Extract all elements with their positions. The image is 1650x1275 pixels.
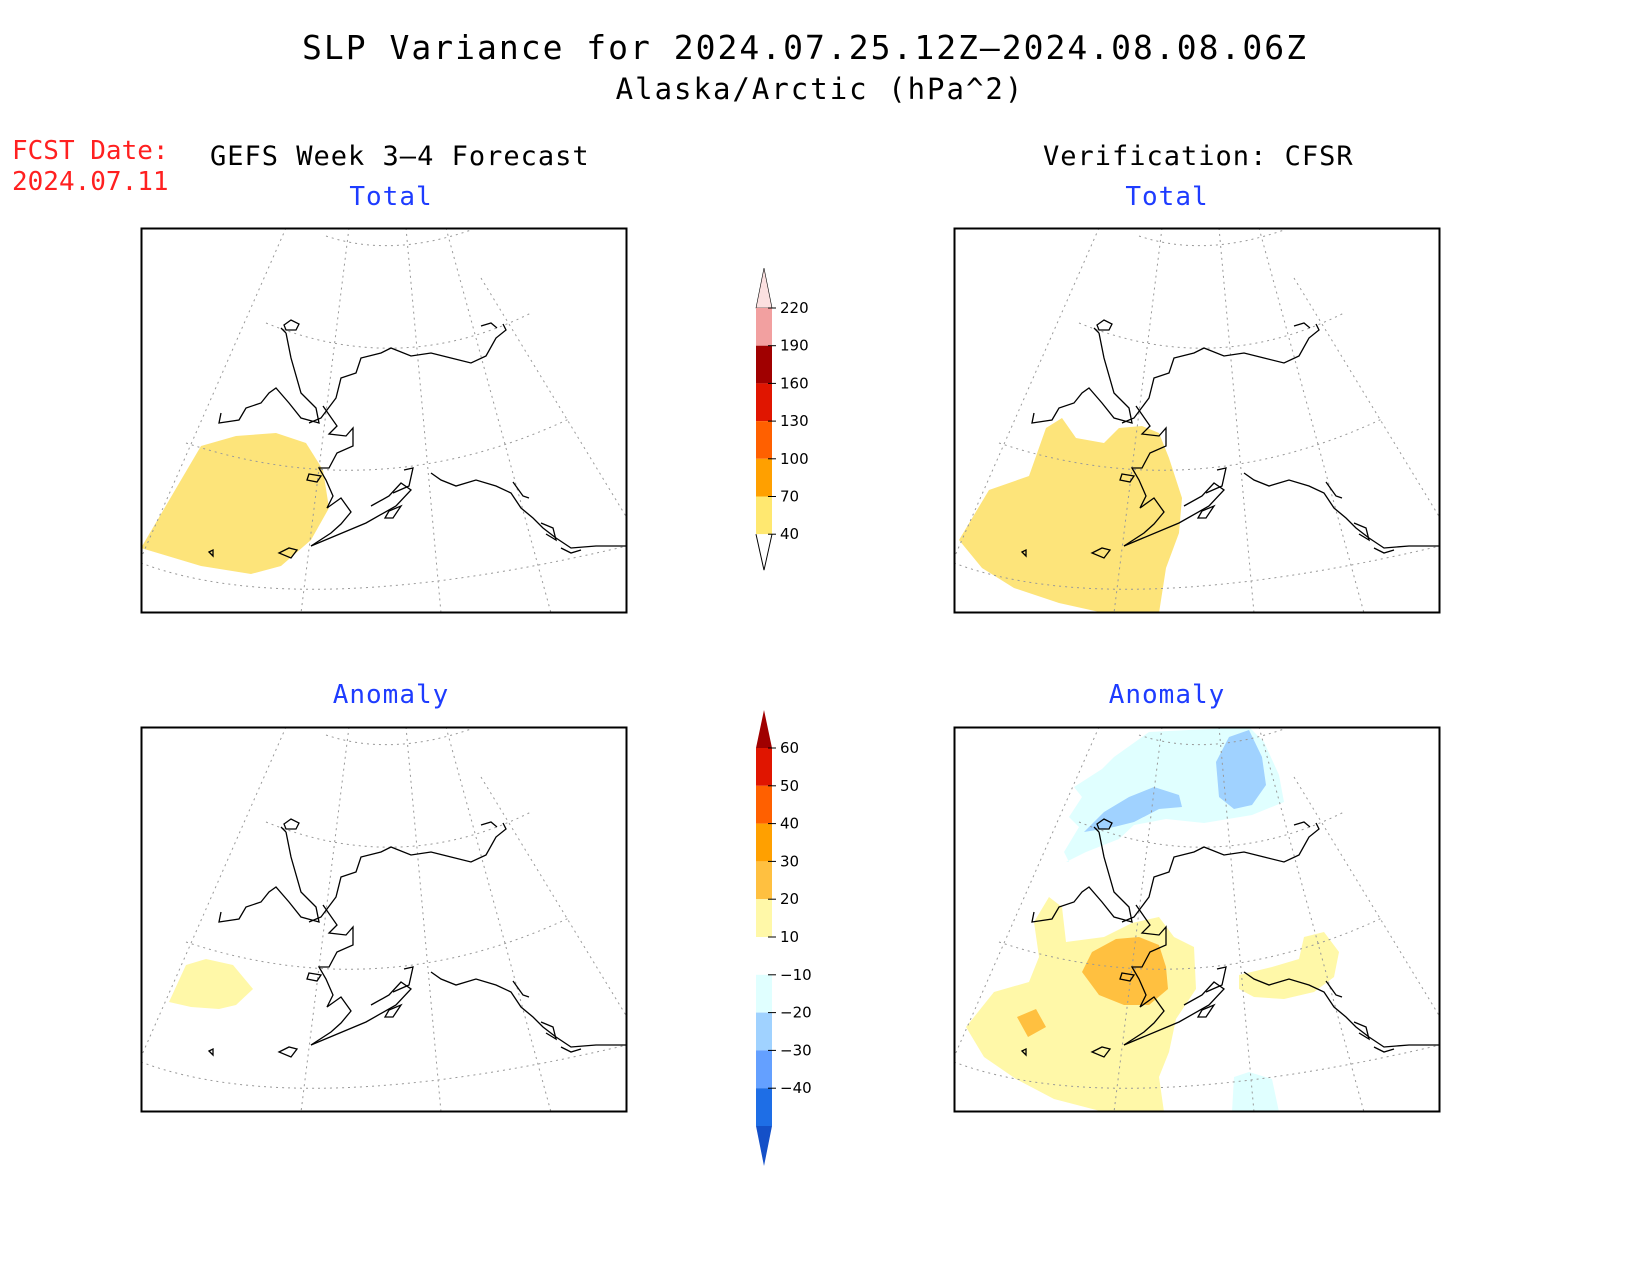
verification-column-header: Verification: CFSR (1043, 141, 1354, 172)
anomaly-colorbar-label: −40 (780, 1079, 812, 1097)
total-colorbar-cap-top (755, 267, 773, 309)
anomaly-colorbar-box (756, 748, 772, 786)
total-colorbar-label: 160 (780, 374, 809, 392)
anomaly-colorbar-label: −30 (780, 1041, 812, 1059)
forecast-anomaly-subtitle: Anomaly (332, 680, 450, 710)
total-colorbar-box (756, 308, 772, 346)
anomaly-colorbar-label: 40 (780, 815, 799, 833)
verification-anomaly-pos-10-20 (966, 897, 1196, 1112)
anomaly-colorbar-cap-bottom (756, 1126, 772, 1166)
anomaly-colorbar-label: 10 (780, 928, 799, 946)
total-colorbar-label: 220 (780, 299, 809, 317)
total-colorbar: 220 190 160 130 100 70 40 (755, 267, 809, 571)
forecast-anomaly-frame (140, 726, 628, 1113)
total-colorbar-label: 100 (780, 450, 809, 468)
verification-anomaly-subtitle: Anomaly (1108, 680, 1226, 710)
anomaly-colorbar-box (756, 785, 772, 824)
verification-anomaly-map (953, 726, 1441, 1113)
verification-anomaly-pos-10-20-east (1239, 932, 1339, 999)
forecast-total-frame (140, 227, 628, 614)
total-colorbar-box (756, 458, 772, 497)
anomaly-colorbar-label: 30 (780, 852, 799, 870)
main-subtitle: Alaska/Arctic (hPa^2) (615, 72, 1025, 106)
total-colorbar-box (756, 421, 772, 459)
verification-total-shading-40-70 (959, 418, 1182, 613)
total-colorbar-label: 70 (780, 488, 799, 506)
forecast-total-shading-40-70 (141, 433, 329, 574)
anomaly-colorbar-label: −10 (780, 966, 812, 984)
anomaly-colorbar-box (756, 974, 772, 1013)
verification-anomaly-neg-20-30-b (1216, 730, 1266, 809)
verification-total-frame (953, 227, 1441, 614)
verification-anomaly-pos-20-30-west (1017, 1009, 1046, 1037)
anomaly-colorbar: 60 50 40 30 20 10 −10 −20 −30 −40 (756, 710, 812, 1166)
forecast-column-header: GEFS Week 3—4 Forecast (210, 141, 590, 172)
verification-anomaly-pos-20-30 (1082, 937, 1168, 1005)
total-colorbar-box (756, 383, 772, 422)
forecast-date-value: 2024.07.11 (12, 167, 169, 197)
total-colorbar-label: 130 (780, 412, 809, 430)
forecast-total-subtitle: Total (349, 182, 433, 212)
total-colorbar-label: 40 (780, 525, 799, 543)
anomaly-colorbar-box (756, 1012, 772, 1051)
forecast-date: FCST Date: 2024.07.11 (12, 136, 169, 198)
anomaly-colorbar-label: 50 (780, 777, 799, 795)
verification-total-map (953, 227, 1441, 614)
forecast-anomaly-shading-10-20 (169, 959, 253, 1009)
forecast-total-map (140, 227, 628, 614)
total-colorbar-cap-bottom (755, 534, 773, 571)
anomaly-colorbar-box (756, 937, 772, 975)
anomaly-colorbar-box (756, 1050, 772, 1089)
forecast-anomaly-map (140, 726, 628, 1113)
total-colorbar-box (756, 496, 772, 535)
verification-total-subtitle: Total (1125, 182, 1209, 212)
verification-anomaly-frame (953, 726, 1441, 1113)
total-colorbar-box (756, 345, 772, 384)
total-colorbar-label: 190 (780, 337, 809, 355)
anomaly-colorbar-box (756, 899, 772, 937)
anomaly-colorbar-box (756, 823, 772, 862)
anomaly-colorbar-cap-top (756, 710, 772, 748)
main-title: SLP Variance for 2024.07.25.12Z—2024.08.… (302, 28, 1308, 67)
anomaly-colorbar-label: −20 (780, 1004, 812, 1022)
anomaly-colorbar-box (756, 1088, 772, 1126)
anomaly-colorbar-label: 20 (780, 890, 799, 908)
forecast-date-label: FCST Date: (12, 136, 169, 166)
anomaly-colorbar-box (756, 861, 772, 900)
verification-anomaly-neg-10-20-south (1232, 1072, 1279, 1112)
anomaly-colorbar-label: 60 (780, 739, 799, 757)
